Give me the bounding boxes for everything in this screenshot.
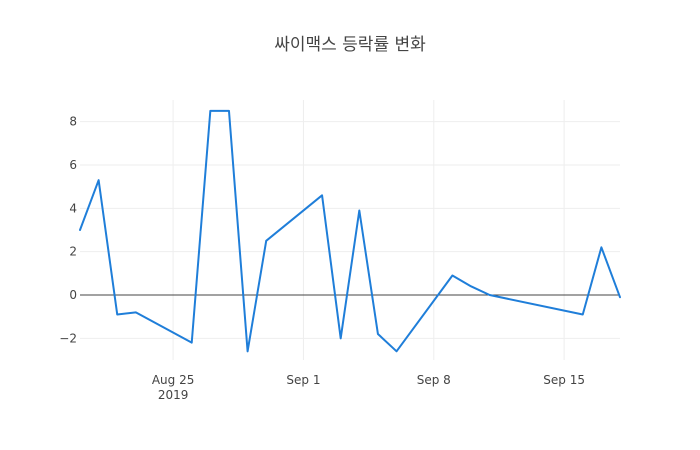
y-tick-label: 4 (69, 201, 77, 215)
grid-layer (80, 100, 620, 360)
y-tick-label: 8 (69, 115, 77, 129)
y-tick-label: −2 (59, 331, 77, 345)
chart-title: 싸이맥스 등락률 변화 (274, 35, 426, 55)
x-tick-label: Sep 1 (286, 373, 320, 387)
series-layer (79, 109, 621, 353)
y-tick-label: 6 (69, 158, 77, 172)
x-tick-label: Sep 8 (417, 373, 451, 387)
y-tick-label: 2 (69, 245, 77, 259)
series-line (79, 109, 621, 353)
x-tick-sublabel: 2019 (158, 388, 189, 402)
x-tick-label: Aug 25 (152, 373, 195, 387)
y-tick-label: 0 (69, 288, 77, 302)
x-tick-label: Sep 15 (543, 373, 585, 387)
